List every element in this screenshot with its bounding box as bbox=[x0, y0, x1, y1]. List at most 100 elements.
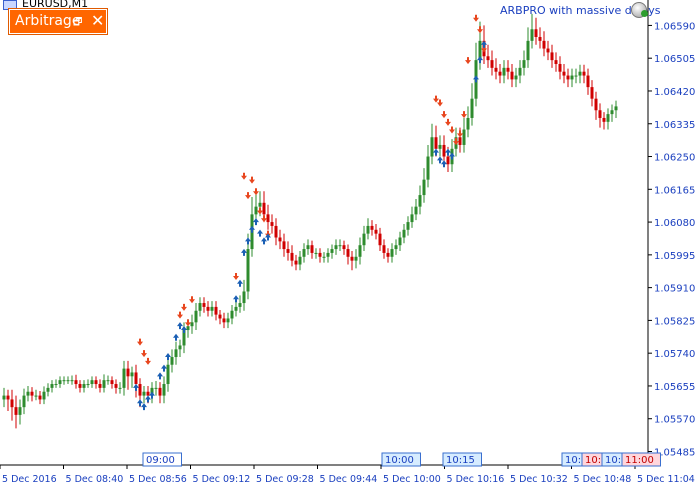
sell-signal-arrow bbox=[465, 57, 471, 65]
candle-body bbox=[478, 40, 482, 61]
buy-signal-arrow bbox=[249, 225, 255, 233]
candle-body bbox=[386, 252, 390, 257]
time-tick-label: 5 Dec 11:04 bbox=[637, 474, 695, 485]
candle-body bbox=[14, 407, 18, 415]
candle-body bbox=[530, 29, 534, 41]
candle-body bbox=[586, 75, 590, 88]
candle-body bbox=[190, 322, 194, 327]
candle-body bbox=[134, 372, 138, 385]
candle-body bbox=[610, 110, 614, 115]
sell-signal-arrow bbox=[437, 99, 443, 107]
time-tick-label: 5 Dec 09:28 bbox=[256, 474, 314, 485]
price-tick-label: 1.05655 bbox=[654, 382, 695, 393]
time-marker-label: 09:00 bbox=[146, 455, 175, 466]
candle-body bbox=[462, 129, 466, 145]
buy-signal-arrow bbox=[241, 248, 247, 256]
candle-body bbox=[106, 380, 110, 382]
candle-body bbox=[566, 75, 570, 80]
candle-body bbox=[178, 345, 182, 350]
buy-signal-arrow bbox=[177, 322, 183, 330]
candle-body bbox=[470, 98, 474, 118]
candle-body bbox=[602, 117, 606, 122]
candle-body bbox=[486, 56, 490, 61]
candle-body bbox=[350, 256, 354, 261]
candle-body bbox=[542, 40, 546, 49]
candle-body bbox=[582, 71, 586, 76]
time-tick-label: 5 Dec 09:12 bbox=[193, 474, 251, 485]
candle-body bbox=[90, 380, 94, 385]
arbitrage-panel[interactable]: Arbitrage 🗗 ✕ bbox=[8, 8, 108, 35]
candle-body bbox=[570, 75, 574, 80]
time-marker-label: 10:5 bbox=[585, 455, 607, 466]
time-tick-label: 5 Dec 10:00 bbox=[383, 474, 441, 485]
sell-signal-arrow bbox=[445, 118, 451, 126]
price-tick-label: 1.05485 bbox=[654, 448, 695, 459]
candle-body bbox=[302, 249, 306, 257]
buy-signal-arrow bbox=[141, 403, 147, 411]
candle-body bbox=[434, 137, 438, 149]
buy-signal-arrow bbox=[481, 40, 487, 48]
candle-body bbox=[370, 225, 374, 230]
time-tick-label: 5 Dec 10:48 bbox=[574, 474, 632, 485]
sell-signal-arrow bbox=[189, 296, 195, 304]
candle-body bbox=[290, 252, 294, 261]
candle-body bbox=[114, 384, 118, 388]
sell-signal-arrow bbox=[477, 26, 483, 34]
candle-body bbox=[606, 114, 610, 122]
buy-signal-arrow bbox=[473, 75, 479, 83]
price-tick-label: 1.05995 bbox=[654, 251, 695, 262]
candle-body bbox=[154, 387, 158, 389]
candle-body bbox=[374, 229, 378, 234]
candle-body bbox=[490, 60, 494, 68]
close-icon[interactable]: ✕ bbox=[91, 11, 105, 30]
sell-signal-arrow bbox=[441, 111, 447, 119]
candle-body bbox=[322, 256, 326, 258]
buy-signal-arrow bbox=[449, 152, 455, 160]
candle-body bbox=[74, 380, 78, 385]
candle-body bbox=[78, 384, 82, 388]
price-tick-label: 1.06165 bbox=[654, 185, 695, 196]
candle-body bbox=[2, 395, 6, 400]
candle-body bbox=[166, 364, 170, 385]
time-tick-label: 5 Dec 08:40 bbox=[66, 474, 124, 485]
restore-icon[interactable]: 🗗 bbox=[73, 17, 83, 28]
candle-body bbox=[262, 202, 266, 215]
time-marker-badge bbox=[442, 452, 482, 467]
candle-body bbox=[362, 233, 366, 246]
candle-body bbox=[346, 249, 350, 257]
time-marker-label: 10:00 bbox=[385, 455, 414, 466]
candle-body bbox=[30, 391, 34, 396]
buy-signal-arrow bbox=[233, 295, 239, 303]
candle-body bbox=[142, 391, 146, 396]
buy-signal-arrow bbox=[253, 218, 259, 226]
candle-body bbox=[298, 256, 302, 265]
candle-body bbox=[94, 380, 98, 385]
time-tick-label: 5 Dec 2016 bbox=[2, 474, 57, 485]
candle-body bbox=[146, 391, 150, 396]
candle-body bbox=[342, 245, 346, 250]
buy-signal-arrow bbox=[149, 391, 155, 399]
sell-signal-arrow bbox=[181, 303, 187, 311]
candle-body bbox=[182, 330, 186, 346]
candle-body bbox=[186, 326, 190, 331]
candle-body bbox=[170, 357, 174, 365]
candle-body bbox=[206, 306, 210, 311]
candle-body bbox=[118, 387, 122, 389]
candle-body bbox=[242, 291, 246, 304]
candle-body bbox=[306, 245, 310, 250]
sell-signal-arrow bbox=[261, 215, 267, 223]
candle-body bbox=[98, 384, 102, 388]
candle-body bbox=[234, 306, 238, 311]
buy-signal-arrow bbox=[157, 372, 163, 380]
sell-signal-arrow bbox=[253, 188, 259, 196]
candle-body bbox=[502, 67, 506, 76]
candle-body bbox=[458, 137, 462, 145]
buy-signal-arrow bbox=[445, 148, 451, 156]
price-tick-label: 1.06080 bbox=[654, 218, 695, 229]
candle-body bbox=[438, 144, 442, 149]
price-tick-label: 1.05570 bbox=[654, 415, 695, 426]
candle-body bbox=[414, 206, 418, 215]
sell-signal-arrow bbox=[453, 138, 459, 146]
